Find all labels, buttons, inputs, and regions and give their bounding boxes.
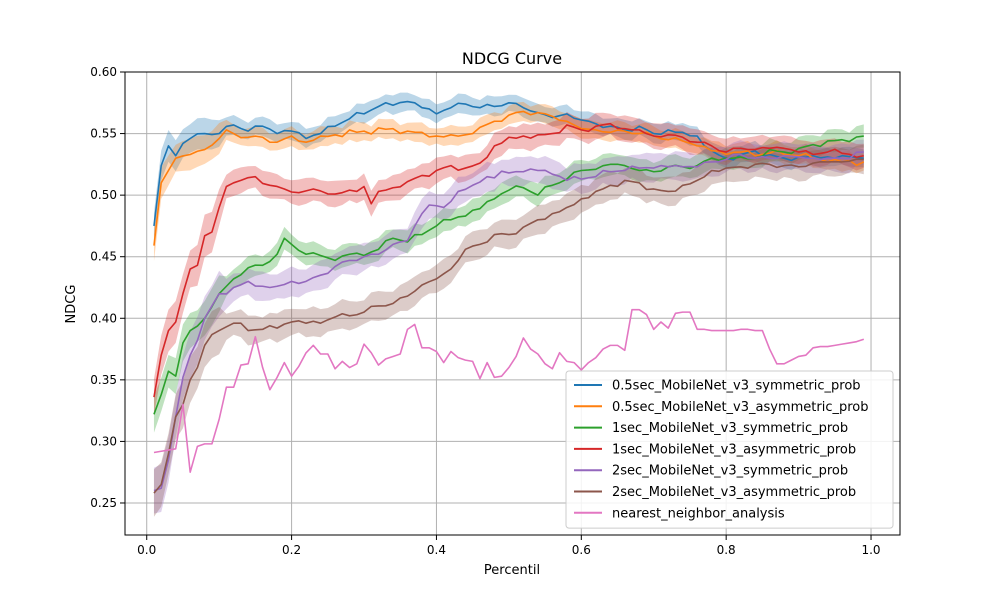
- y-tick-label: 0.60: [90, 65, 117, 79]
- x-tick-label: 0.4: [427, 543, 446, 557]
- y-tick-label: 0.35: [90, 373, 117, 387]
- series-line: [153, 122, 864, 398]
- series-line: [153, 100, 864, 227]
- x-tick-label: 0.0: [137, 543, 156, 557]
- y-axis-label: NDCG: [64, 285, 79, 324]
- legend-label: 0.5sec_MobileNet_v3_symmetric_prob: [612, 379, 861, 394]
- legend-label: 2sec_MobileNet_v3_asymmetric_prob: [612, 485, 856, 500]
- legend-label: nearest_neighbor_analysis: [612, 506, 785, 521]
- confidence-band: [153, 144, 864, 517]
- legend-label: 1sec_MobileNet_v3_symmetric_prob: [612, 421, 848, 436]
- y-tick-label: 0.25: [90, 496, 117, 510]
- x-axis-ticks: 0.0 0.2 0.4 0.6 0.8 1.0: [137, 535, 881, 557]
- y-tick-label: 0.40: [90, 311, 117, 325]
- y-tick-label: 0.55: [90, 127, 117, 141]
- legend-label: 1sec_MobileNet_v3_asymmetric_prob: [612, 442, 856, 457]
- legend: 0.5sec_MobileNet_v3_symmetric_prob 0.5sec…: [565, 370, 894, 529]
- confidence-band: [153, 92, 864, 240]
- series-line: [153, 110, 865, 246]
- y-axis-ticks: 0.25 0.30 0.35 0.40 0.45 0.50 0.55 0.60: [90, 65, 125, 510]
- x-tick-label: 0.6: [572, 543, 591, 557]
- series-line: [153, 151, 864, 492]
- series-line: [153, 308, 865, 474]
- series-line: [153, 158, 864, 494]
- x-tick-label: 1.0: [861, 543, 880, 557]
- x-tick-label: 0.8: [717, 543, 736, 557]
- confidence-band: [153, 112, 864, 416]
- plot-area-frame: [124, 71, 901, 536]
- series-line: [153, 135, 864, 415]
- x-axis-label: Percentil: [484, 563, 540, 578]
- legend-box: [565, 370, 894, 529]
- y-tick-label: 0.50: [90, 188, 117, 202]
- legend-label: 2sec_MobileNet_v3_symmetric_prob: [612, 464, 848, 479]
- x-tick-label: 0.2: [282, 543, 301, 557]
- chart-title: NDCG Curve: [462, 49, 562, 68]
- y-tick-label: 0.45: [90, 250, 117, 264]
- y-tick-label: 0.30: [90, 434, 117, 448]
- series-lines: [153, 100, 865, 494]
- legend-label: 0.5sec_MobileNet_v3_asymmetric_prob: [612, 400, 869, 415]
